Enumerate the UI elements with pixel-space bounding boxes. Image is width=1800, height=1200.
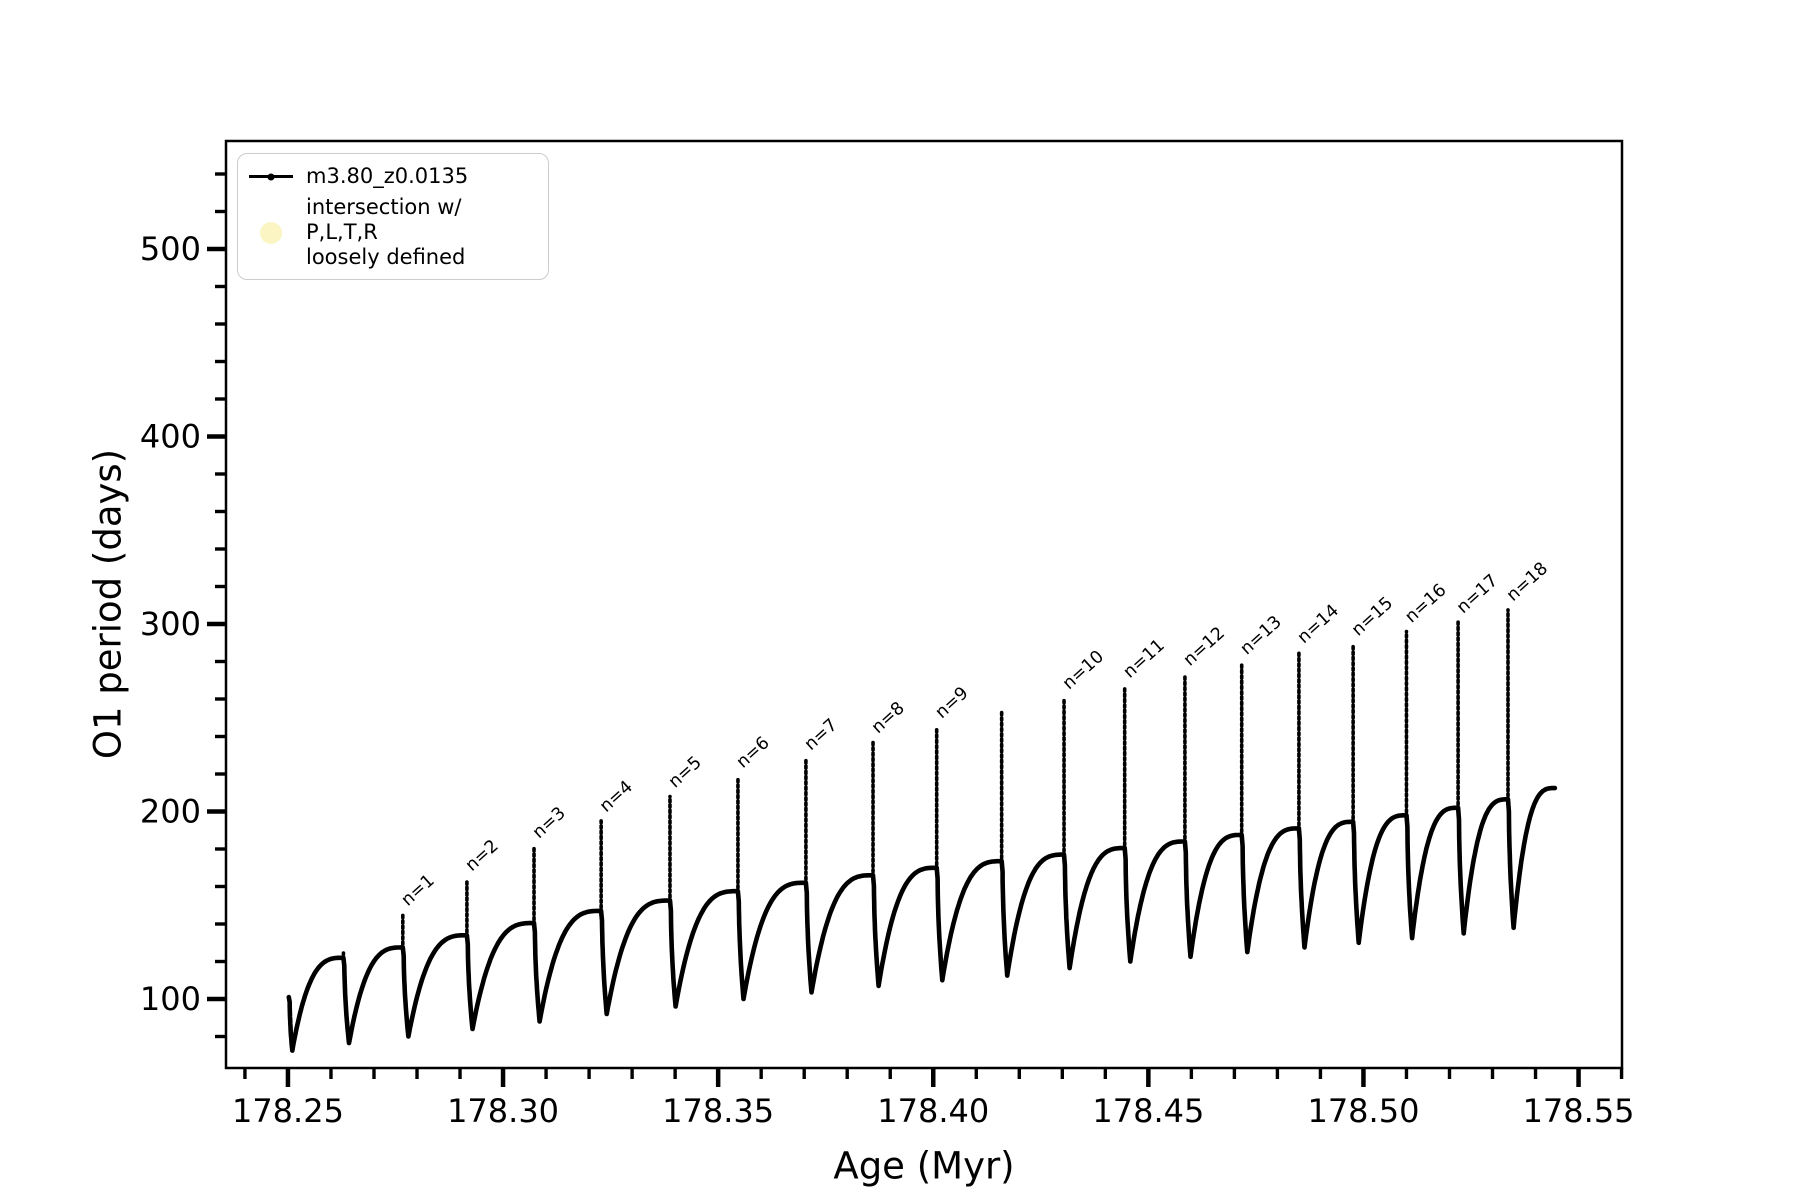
y-tick-label: 400 bbox=[140, 418, 201, 456]
legend-intersection-label: intersection w/ P,L,T,R loosely defined bbox=[306, 195, 536, 270]
legend: m3.80_z0.0135 intersection w/ P,L,T,R lo… bbox=[237, 153, 549, 280]
pulse-annotation: n=10 bbox=[1059, 647, 1108, 694]
pulse-annotation: n=17 bbox=[1453, 571, 1502, 618]
legend-circle-marker bbox=[248, 221, 294, 244]
pulse-annotation: n=7 bbox=[801, 715, 842, 755]
pulse-annotation: n=12 bbox=[1180, 623, 1229, 670]
pulse-annotation: n=6 bbox=[733, 733, 774, 773]
pulse-annotation: n=16 bbox=[1401, 580, 1450, 627]
y-axis-label: O1 period (days) bbox=[86, 448, 130, 760]
pulse-annotation: n=1 bbox=[398, 871, 439, 911]
pulse-annotation: n=14 bbox=[1294, 601, 1343, 648]
pulse-annotation: n=8 bbox=[868, 698, 909, 738]
pulse-annotation: n=18 bbox=[1503, 559, 1552, 606]
pulse-annotation: n=15 bbox=[1348, 593, 1397, 640]
x-tick-label: 178.40 bbox=[877, 1092, 989, 1130]
x-tick-label: 178.30 bbox=[447, 1092, 559, 1130]
legend-intersection-label-line1: intersection w/ P,L,T,R bbox=[306, 195, 462, 244]
x-tick-label: 178.50 bbox=[1307, 1092, 1419, 1130]
x-tick-label: 178.55 bbox=[1523, 1092, 1635, 1130]
y-tick-label: 300 bbox=[140, 605, 201, 643]
y-tick-label: 500 bbox=[140, 230, 201, 268]
x-tick-label: 178.25 bbox=[232, 1092, 344, 1130]
y-tick-label: 100 bbox=[140, 980, 201, 1018]
pulse-annotation: n=2 bbox=[462, 836, 503, 876]
legend-entry-series: m3.80_z0.0135 bbox=[248, 164, 536, 189]
x-tick-label: 178.45 bbox=[1092, 1092, 1204, 1130]
legend-series-label: m3.80_z0.0135 bbox=[306, 164, 469, 188]
axes-spines bbox=[224, 139, 1624, 1070]
legend-entry-intersection: intersection w/ P,L,T,R loosely defined bbox=[248, 195, 536, 270]
dot-marker-icon bbox=[267, 173, 275, 180]
pulse-annotation: n=4 bbox=[596, 777, 637, 817]
pulse-annotation: n=9 bbox=[932, 683, 973, 723]
pulse-annotation: n=5 bbox=[665, 753, 706, 793]
series-path bbox=[286, 785, 1558, 1053]
x-axis-label: Age (Myr) bbox=[833, 1144, 1015, 1188]
legend-intersection-label-line2: loosely defined bbox=[306, 245, 466, 269]
circle-marker-icon bbox=[260, 221, 282, 244]
x-tick-label: 178.35 bbox=[662, 1092, 774, 1130]
y-tick-label: 200 bbox=[140, 793, 201, 831]
pulse-annotation: n=3 bbox=[529, 803, 570, 843]
pulse-annotation: n=13 bbox=[1237, 612, 1286, 659]
legend-line-marker bbox=[248, 173, 294, 180]
pulse-annotation: n=11 bbox=[1120, 636, 1169, 683]
